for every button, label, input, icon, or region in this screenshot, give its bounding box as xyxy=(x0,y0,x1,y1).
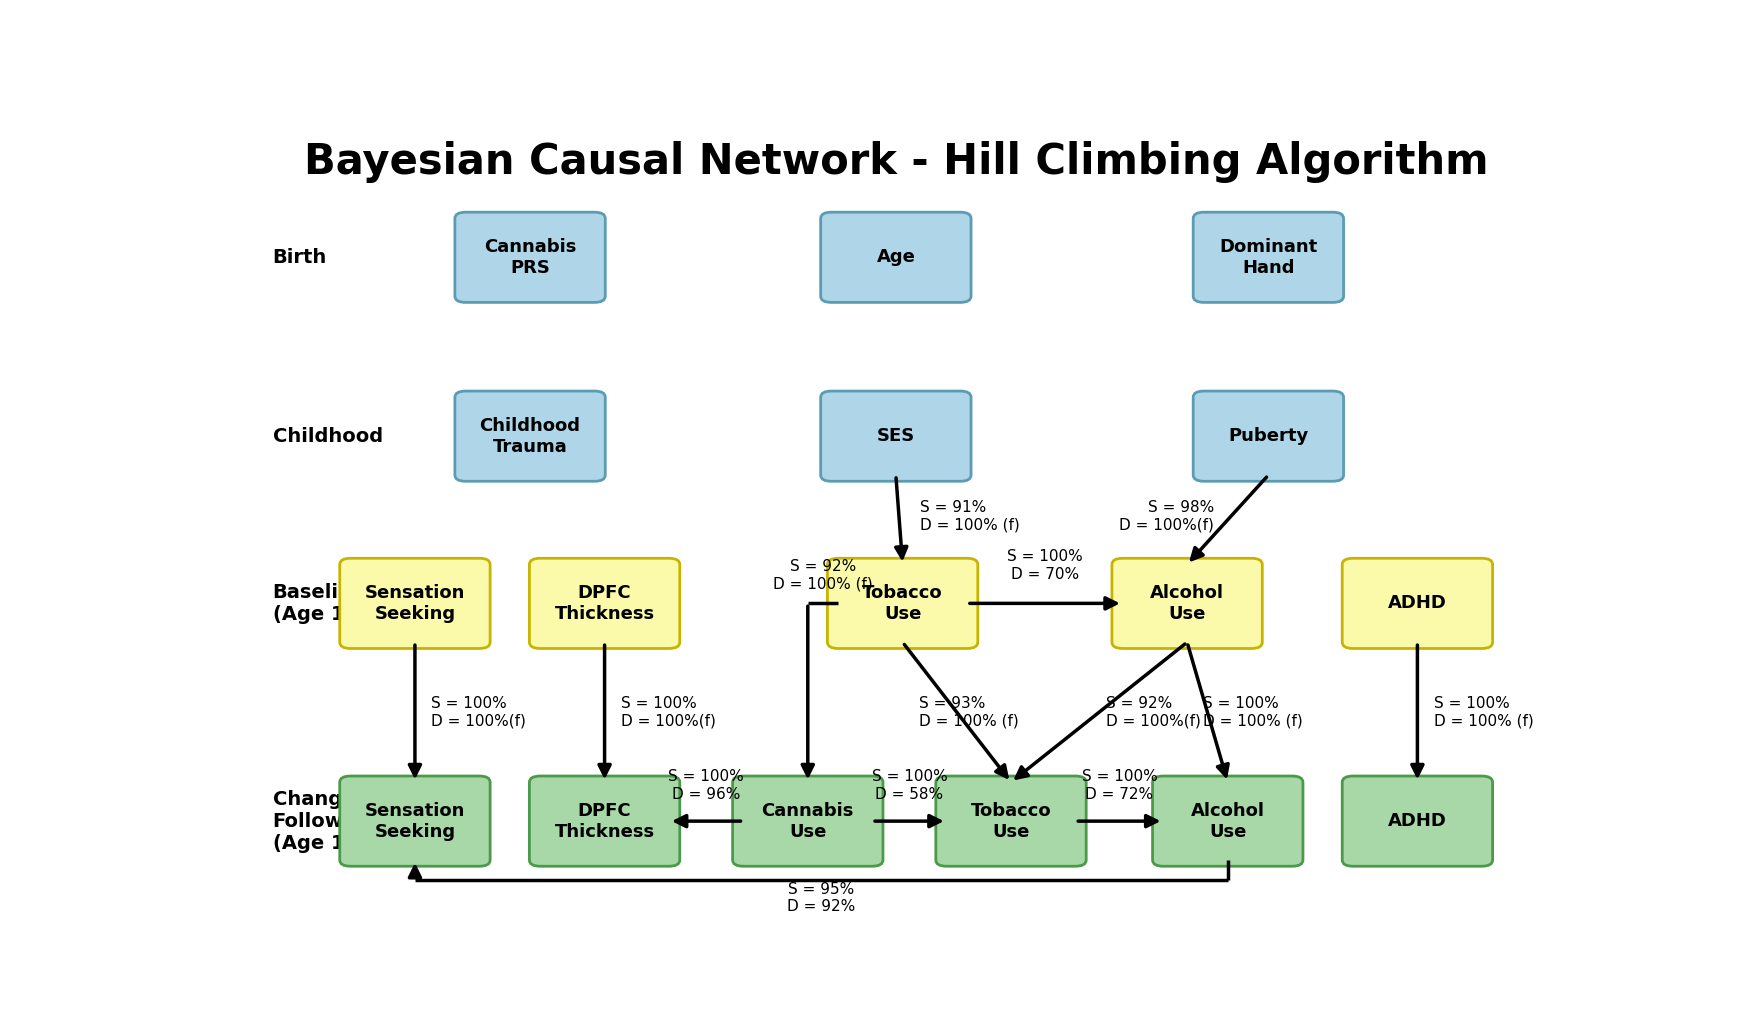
FancyBboxPatch shape xyxy=(820,391,972,482)
Text: S = 92%
D = 100% (f): S = 92% D = 100% (f) xyxy=(773,560,872,592)
Text: S = 100%
D = 72%: S = 100% D = 72% xyxy=(1082,770,1157,802)
Text: Childhood: Childhood xyxy=(273,426,383,445)
Text: S = 100%
D = 58%: S = 100% D = 58% xyxy=(872,770,947,802)
Text: Age: Age xyxy=(876,248,916,267)
FancyBboxPatch shape xyxy=(1152,776,1302,867)
FancyBboxPatch shape xyxy=(935,776,1086,867)
Text: Bayesian Causal Network - Hill Climbing Algorithm: Bayesian Causal Network - Hill Climbing … xyxy=(304,140,1488,183)
Text: Birth: Birth xyxy=(273,247,327,267)
Text: Cannabis
Use: Cannabis Use xyxy=(762,802,855,840)
Text: S = 100%
D = 100%(f): S = 100% D = 100%(f) xyxy=(432,696,526,728)
Text: S = 100%
D = 100% (f): S = 100% D = 100% (f) xyxy=(1203,696,1302,728)
FancyBboxPatch shape xyxy=(820,212,972,302)
Text: Dominant
Hand: Dominant Hand xyxy=(1220,238,1318,277)
Text: S = 91%
D = 100% (f): S = 91% D = 100% (f) xyxy=(919,500,1019,532)
Text: S = 92%
D = 100%(f): S = 92% D = 100%(f) xyxy=(1106,696,1201,728)
Text: Tobacco
Use: Tobacco Use xyxy=(862,584,942,623)
FancyBboxPatch shape xyxy=(1112,559,1262,648)
FancyBboxPatch shape xyxy=(732,776,883,867)
Text: ADHD: ADHD xyxy=(1388,594,1447,612)
Text: S = 100%
D = 100%(f): S = 100% D = 100%(f) xyxy=(621,696,715,728)
FancyBboxPatch shape xyxy=(339,559,489,648)
FancyBboxPatch shape xyxy=(454,391,605,482)
FancyBboxPatch shape xyxy=(530,776,680,867)
Text: S = 100%
D = 96%: S = 100% D = 96% xyxy=(668,770,745,802)
Text: S = 100%
D = 70%: S = 100% D = 70% xyxy=(1007,549,1082,582)
Text: S = 95%
D = 92%: S = 95% D = 92% xyxy=(787,882,855,914)
Text: Alcohol
Use: Alcohol Use xyxy=(1190,802,1266,840)
Text: Childhood
Trauma: Childhood Trauma xyxy=(479,417,580,456)
FancyBboxPatch shape xyxy=(1342,776,1493,867)
Text: S = 98%
D = 100%(f): S = 98% D = 100%(f) xyxy=(1119,500,1215,532)
FancyBboxPatch shape xyxy=(530,559,680,648)
Text: Cannabis
PRS: Cannabis PRS xyxy=(484,238,577,277)
Text: Tobacco
Use: Tobacco Use xyxy=(970,802,1051,840)
Text: Puberty: Puberty xyxy=(1229,427,1309,445)
Text: Baseline
(Age 14): Baseline (Age 14) xyxy=(273,583,367,624)
Text: DPFC
Thickness: DPFC Thickness xyxy=(554,584,656,623)
Text: Sensation
Seeking: Sensation Seeking xyxy=(365,802,465,840)
FancyBboxPatch shape xyxy=(339,776,489,867)
Text: DPFC
Thickness: DPFC Thickness xyxy=(554,802,656,840)
Text: Change at
Follow-up
(Age 19): Change at Follow-up (Age 19) xyxy=(273,790,385,852)
Text: S = 93%
D = 100% (f): S = 93% D = 100% (f) xyxy=(919,696,1019,728)
Text: SES: SES xyxy=(877,427,914,445)
Text: Sensation
Seeking: Sensation Seeking xyxy=(365,584,465,623)
FancyBboxPatch shape xyxy=(1194,391,1344,482)
FancyBboxPatch shape xyxy=(454,212,605,302)
FancyBboxPatch shape xyxy=(1342,559,1493,648)
FancyBboxPatch shape xyxy=(827,559,977,648)
FancyBboxPatch shape xyxy=(1194,212,1344,302)
Text: S = 100%
D = 100% (f): S = 100% D = 100% (f) xyxy=(1433,696,1533,728)
Text: ADHD: ADHD xyxy=(1388,812,1447,830)
Text: Alcohol
Use: Alcohol Use xyxy=(1150,584,1224,623)
